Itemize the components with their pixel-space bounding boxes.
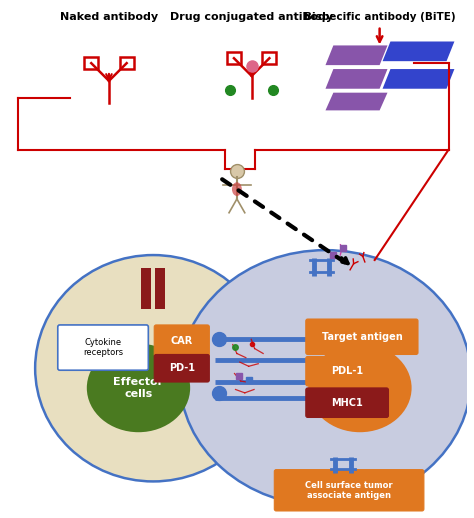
FancyBboxPatch shape [306, 388, 389, 418]
Ellipse shape [87, 343, 190, 432]
FancyBboxPatch shape [306, 356, 389, 386]
Text: PD-1: PD-1 [169, 363, 195, 373]
FancyBboxPatch shape [274, 470, 424, 511]
Bar [84, 57, 98, 69]
Text: Cell surface tumor
associate antigen: Cell surface tumor associate antigen [305, 481, 393, 500]
FancyBboxPatch shape [154, 325, 210, 356]
Text: Naked antibody: Naked antibody [60, 12, 158, 22]
FancyBboxPatch shape [58, 325, 148, 370]
Bar [141, 268, 151, 309]
Text: Target antigen: Target antigen [321, 332, 402, 342]
Bar [120, 57, 134, 69]
Bar [155, 268, 165, 309]
Text: Drug conjugated antibody: Drug conjugated antibody [170, 12, 333, 22]
Polygon shape [326, 46, 387, 65]
Polygon shape [383, 41, 455, 61]
Text: MHC1: MHC1 [331, 398, 363, 408]
FancyBboxPatch shape [154, 354, 210, 382]
Text: Cytokine
receptors: Cytokine receptors [83, 338, 123, 357]
Polygon shape [383, 69, 455, 89]
Text: PDL-1: PDL-1 [331, 366, 363, 376]
Text: CAR: CAR [171, 336, 193, 346]
Polygon shape [326, 93, 387, 110]
Ellipse shape [308, 343, 411, 432]
Bar [263, 52, 276, 64]
Polygon shape [326, 69, 387, 89]
FancyBboxPatch shape [306, 319, 418, 354]
Ellipse shape [35, 255, 271, 481]
Text: Tumor
cells: Tumor cells [340, 377, 379, 399]
Bar [227, 52, 241, 64]
Text: Effector
cells: Effector cells [113, 377, 164, 399]
Ellipse shape [232, 182, 242, 196]
Ellipse shape [180, 250, 471, 506]
Text: Bispecific antibody (BiTE): Bispecific antibody (BiTE) [304, 12, 456, 22]
